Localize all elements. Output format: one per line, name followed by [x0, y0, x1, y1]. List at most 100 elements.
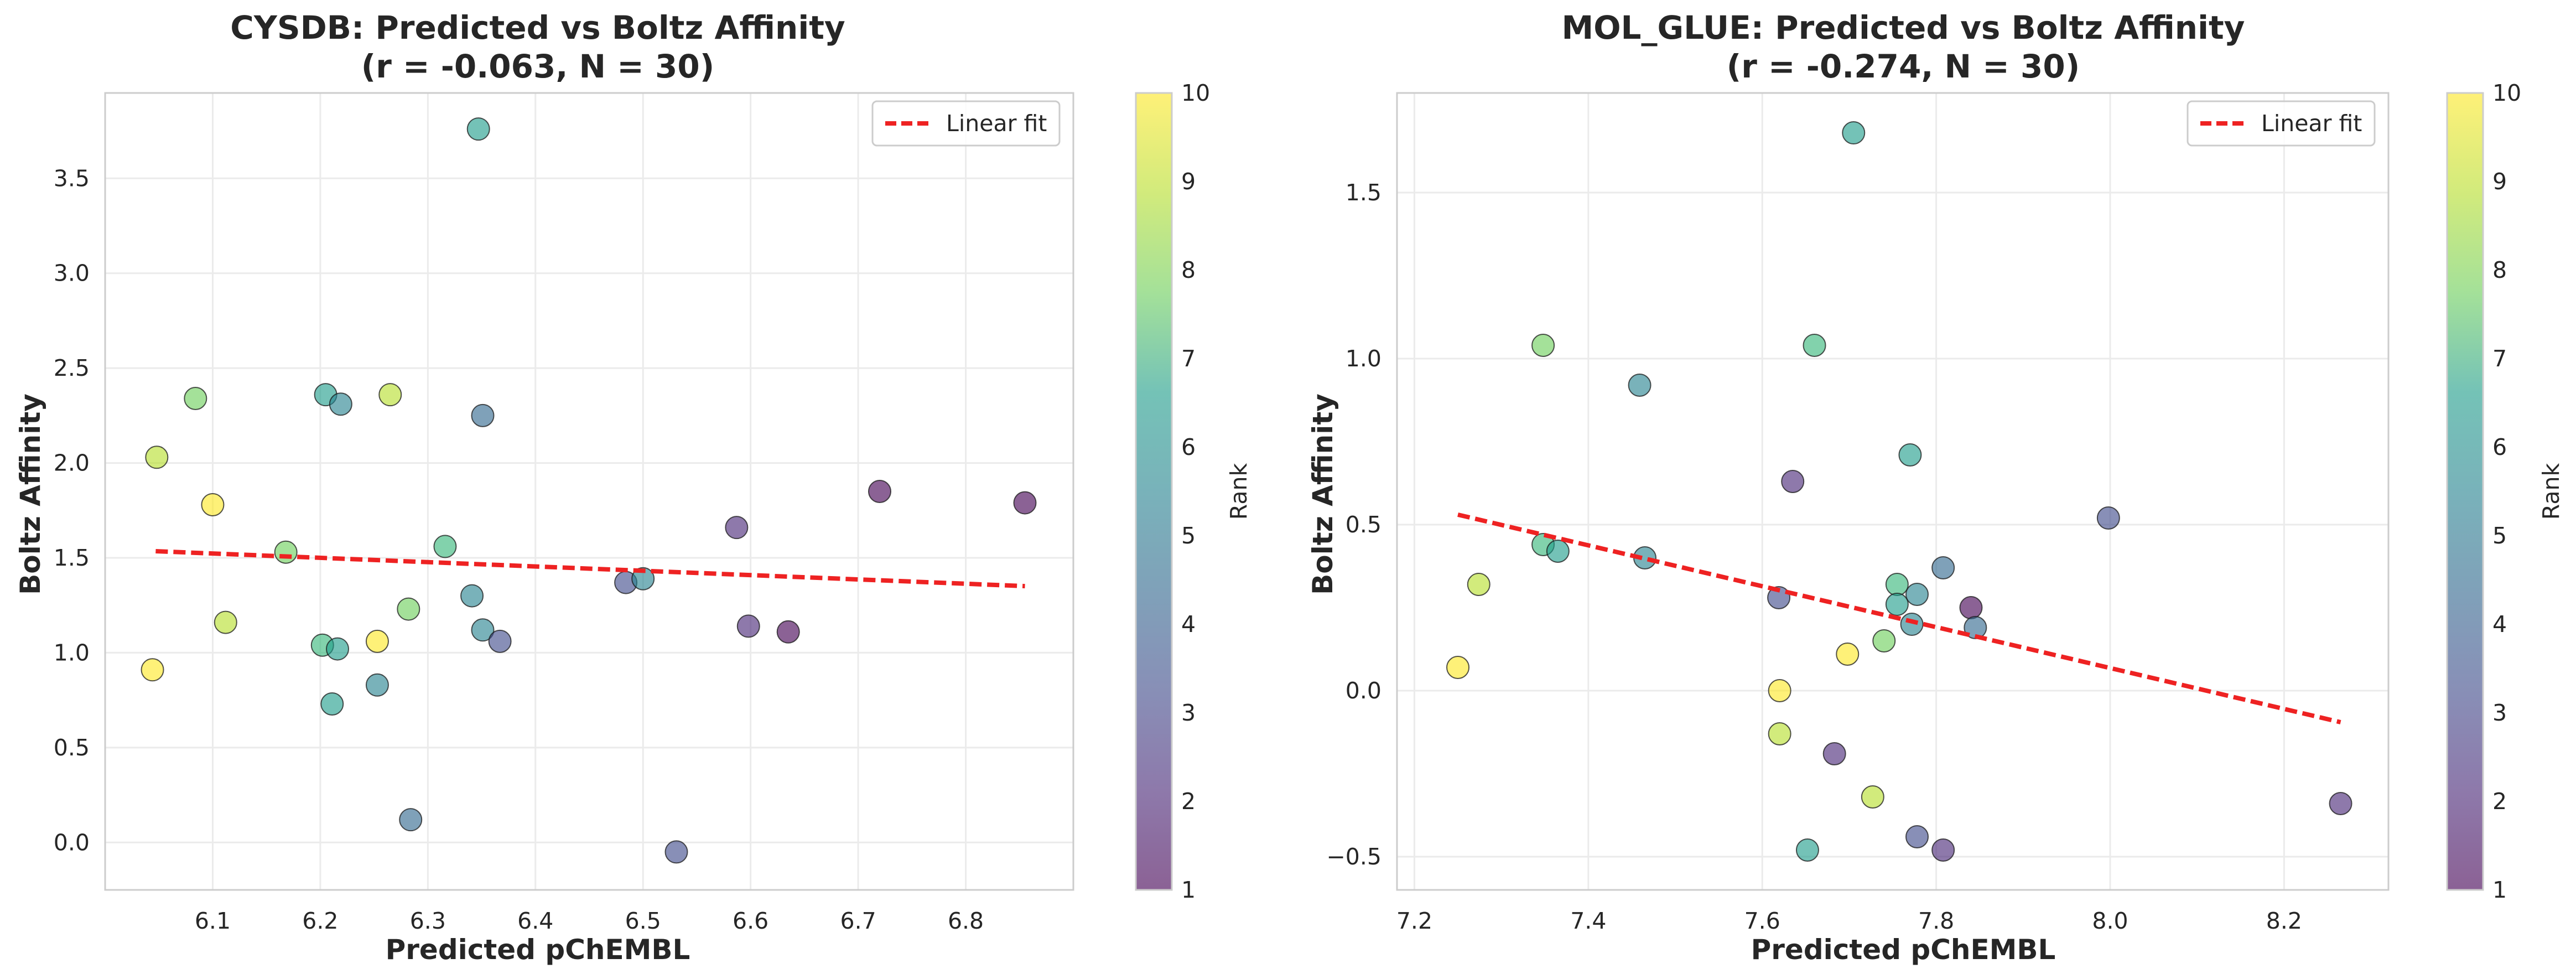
scatter-point [1768, 722, 1791, 745]
scatter-point [868, 480, 891, 503]
scatter-point [1959, 596, 1983, 619]
legend-label: Linear fit [2261, 110, 2362, 137]
y-tick-label: 0.5 [1346, 511, 1382, 538]
colorbar-tick-label: 4 [2492, 611, 2507, 638]
scatter-point [1861, 785, 1884, 809]
colorbar-tick-label: 2 [1181, 788, 1196, 815]
y-tick-label: 2.0 [54, 450, 90, 476]
colorbar-tick-label: 6 [1181, 434, 1196, 460]
colorbar-tick-label: 3 [1181, 700, 1196, 726]
y-tick-label: 0.0 [1346, 677, 1382, 704]
fit-line [155, 549, 1025, 589]
colorbar-tick-label: 5 [1181, 522, 1196, 549]
colorbar-tick-label: 3 [2492, 700, 2507, 726]
scatter-point [1767, 586, 1791, 609]
chart-panel-cysdb: CYSDB: Predicted vs Boltz Affinity (r = … [14, 9, 1074, 966]
grid [1397, 93, 2388, 890]
y-axis-ticks: 0.0 0.5 1.0 1.5 2.0 2.5 3.0 3.5 [54, 165, 90, 856]
linear-fit-line [1457, 512, 2341, 724]
chart-panel-mol-glue: MOL_GLUE: Predicted vs Boltz Affinity (r… [1307, 9, 2390, 966]
x-tick-label: 6.6 [733, 908, 768, 934]
scatter-point [1803, 334, 1826, 357]
x-tick-label: 7.2 [1396, 908, 1432, 934]
x-tick-label: 6.5 [625, 908, 661, 934]
x-tick-label: 8.0 [2092, 908, 2128, 934]
scatter-point [145, 446, 169, 469]
scatter-point [274, 540, 298, 564]
y-tick-label: −0.5 [1326, 843, 1382, 870]
y-tick-label: 2.5 [54, 355, 90, 381]
x-tick-label: 6.2 [302, 908, 338, 934]
colorbar-label: Rank [2538, 463, 2564, 520]
scatter-point [1795, 838, 1819, 862]
colorbar-tick-label: 4 [1181, 611, 1196, 638]
scatter-point [1885, 593, 1909, 616]
scatter-point [488, 629, 512, 653]
scatter-point [1931, 556, 1955, 579]
scatter-point [1900, 613, 1924, 636]
scatter-point [776, 620, 800, 644]
colorbar-ticks: 1 2 3 4 5 6 7 8 9 10 [1181, 80, 1210, 903]
scatter-point [631, 567, 655, 590]
y-tick-label: 3.5 [54, 165, 90, 191]
colorbar-tick-label: 7 [2492, 345, 2507, 372]
x-tick-label: 6.4 [517, 908, 553, 934]
plot-frame [1396, 92, 2390, 891]
x-tick-label: 8.2 [2266, 908, 2302, 934]
y-tick-label: 1.5 [1346, 179, 1382, 206]
colorbar-1: 1 2 3 4 5 6 7 8 9 10 Rank [1135, 80, 1252, 903]
colorbar-tick-label: 2 [2492, 788, 2507, 815]
linear-fit-line [155, 549, 1025, 589]
x-tick-label: 6.1 [195, 908, 231, 934]
scatter-point [433, 535, 457, 558]
scatter-point [365, 629, 389, 653]
colorbar-tick-label: 8 [2492, 257, 2507, 283]
x-axis-ticks: 6.1 6.2 6.3 6.4 6.5 6.6 6.7 6.8 [195, 908, 984, 934]
x-tick-label: 6.8 [948, 908, 984, 934]
x-axis-label: Predicted pChEMBL [386, 934, 690, 966]
scatter-point [397, 597, 420, 621]
colorbar-tick-label: 5 [2492, 522, 2507, 549]
y-axis-ticks: −0.5 0.0 0.5 1.0 1.5 [1326, 179, 1382, 870]
scatter-point [1836, 643, 1860, 666]
scatter-point [1531, 334, 1555, 357]
scatter-point [1842, 121, 1866, 144]
colorbar-tick-label: 7 [1181, 345, 1196, 372]
legend: Linear fit [871, 100, 1061, 147]
y-tick-label: 1.0 [54, 639, 90, 666]
colorbar-tick-label: 10 [1181, 80, 1210, 106]
colorbar-tick-label: 10 [2492, 80, 2521, 106]
scatter-point [471, 403, 495, 427]
chart-title-line2: (r = -0.274, N = 30) [1727, 48, 2080, 85]
scatter-point [320, 692, 344, 716]
legend-label: Linear fit [946, 110, 1047, 137]
scatter-point [1822, 742, 1846, 765]
y-tick-label: 1.0 [1346, 345, 1382, 372]
scatter-point [1446, 656, 1470, 679]
scatter-point [664, 840, 688, 864]
scatter-point [2329, 792, 2352, 815]
scatter-point [471, 618, 495, 642]
scatter-point [1768, 679, 1791, 702]
colorbar-frame [2446, 92, 2484, 891]
colorbar-tick-label: 6 [2492, 434, 2507, 460]
x-tick-label: 7.6 [1744, 908, 1780, 934]
scatter-point [214, 610, 237, 634]
scatter-points [141, 117, 1037, 864]
scatter-point [1905, 583, 1929, 606]
colorbar-gradient [2447, 93, 2483, 890]
scatter-point [1546, 540, 1570, 563]
scatter-point [1872, 629, 1896, 652]
y-axis-label: Boltz Affinity [14, 393, 46, 595]
scatter-point [399, 808, 423, 832]
scatter-point [1781, 470, 1805, 493]
colorbar-gradient [1136, 93, 1172, 890]
legend-box [871, 100, 1061, 147]
scatter-point [1898, 443, 1922, 467]
colorbar-frame [1135, 92, 1173, 891]
chart-title-line1: CYSDB: Predicted vs Boltz Affinity [230, 9, 845, 46]
scatter-point [1905, 825, 1929, 848]
scatter-point [141, 658, 164, 682]
chart-title-line2: (r = -0.063, N = 30) [361, 48, 715, 85]
